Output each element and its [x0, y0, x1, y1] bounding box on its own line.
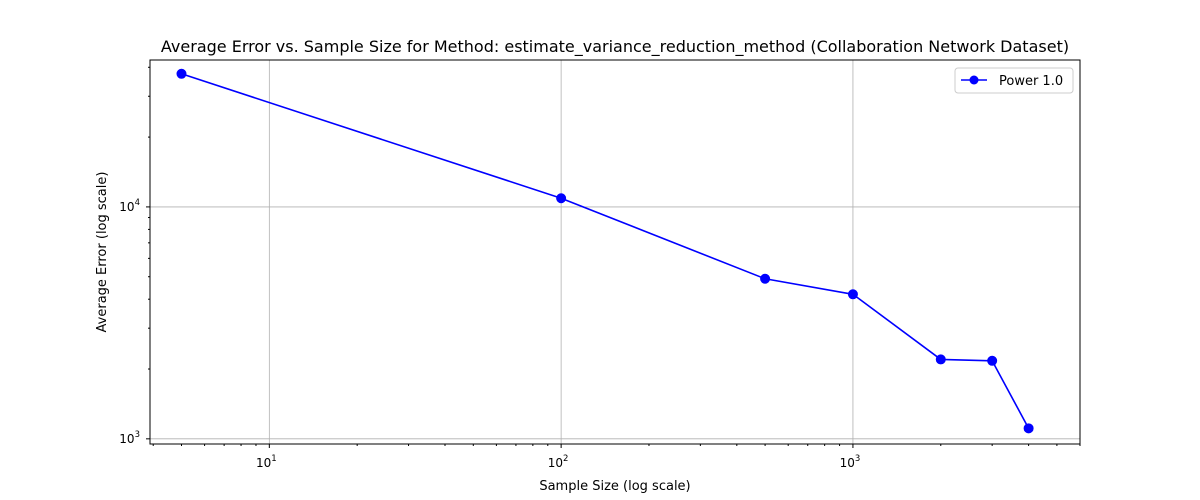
axis-ticks: 101 102 103 103 104: [119, 66, 1081, 470]
legend-box: [954, 67, 1074, 94]
y-tick-label: 104: [119, 198, 140, 214]
data-point: [935, 354, 946, 365]
chart-title: Average Error vs. Sample Size for Method…: [161, 37, 1069, 57]
plot-frame: [149, 59, 1081, 445]
x-tick-label: 103: [840, 454, 861, 470]
legend-marker-power-1-0: [969, 75, 979, 85]
data-point: [556, 193, 567, 204]
data-point: [176, 68, 187, 79]
legend: Power 1.0: [954, 67, 1074, 94]
data-point: [987, 355, 998, 366]
data-point: [1023, 423, 1034, 434]
legend-label-power-1-0: Power 1.0: [999, 74, 1063, 89]
series-line-power-1-0: [181, 73, 1030, 429]
y-tick-label: 103: [119, 430, 140, 446]
data-point: [847, 289, 858, 300]
y-axis-label: Average Error (log scale): [95, 172, 110, 333]
series-layer: [176, 68, 1034, 434]
x-tick-label: 101: [256, 454, 277, 470]
data-point: [760, 273, 771, 284]
x-axis-label: Sample Size (log scale): [539, 479, 690, 494]
grid: [150, 60, 1080, 444]
x-tick-label: 102: [548, 454, 569, 470]
